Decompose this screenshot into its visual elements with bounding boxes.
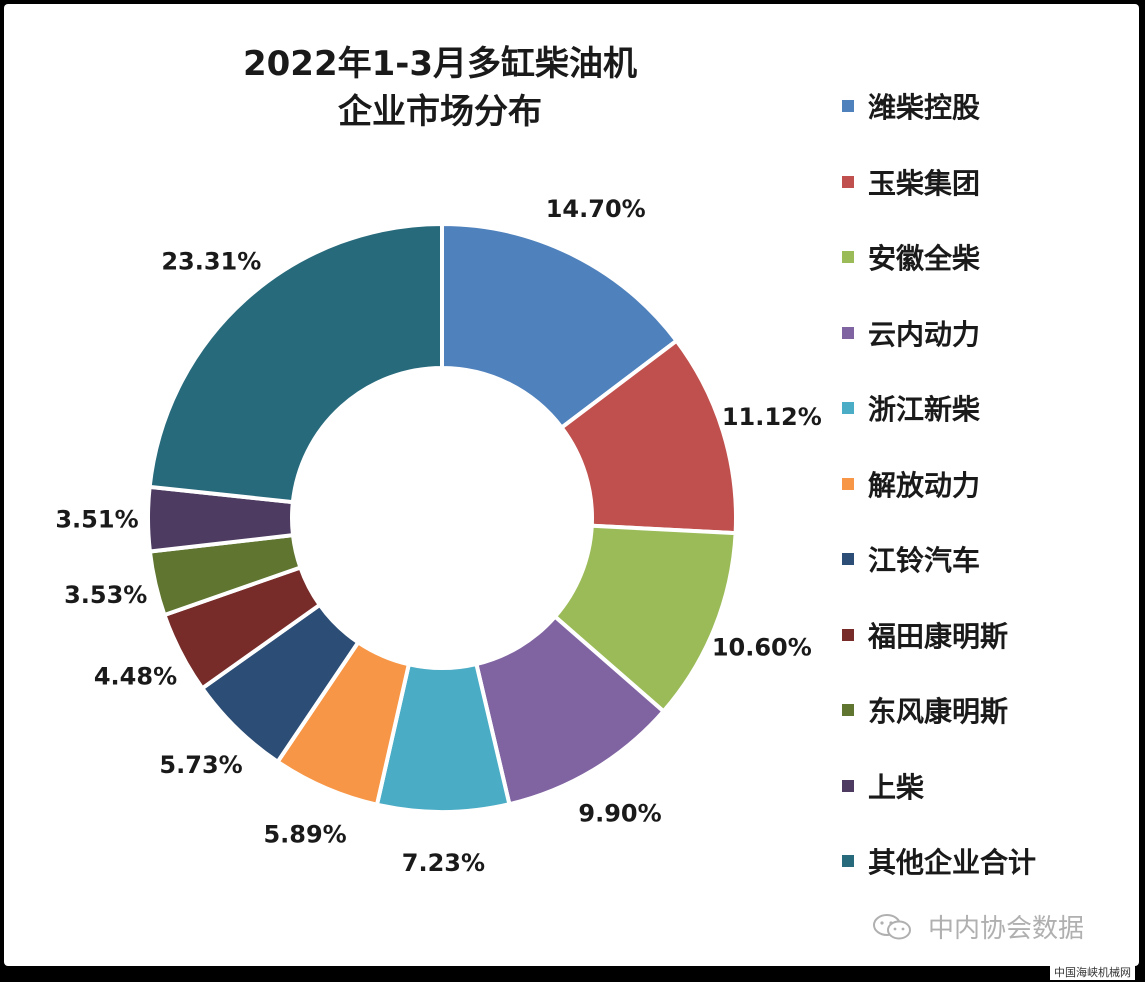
legend-label: 浙江新柴: [868, 393, 981, 426]
data-label-2: 11.12%: [722, 403, 822, 431]
legend-swatch: [842, 704, 854, 716]
data-label-10: 3.51%: [55, 505, 138, 533]
footer-note: 中国海峡机械网: [1050, 964, 1135, 980]
chart-title-line-1: 2022年1-3月多缸柴油机: [242, 44, 638, 84]
legend-swatch: [842, 477, 854, 490]
data-label-9: 3.53%: [64, 581, 147, 609]
watermark: 中内协会数据: [872, 908, 1084, 945]
legend-label: 福田康明斯: [868, 619, 1009, 653]
watermark-text: 中内协会数据: [928, 914, 1085, 944]
legend-swatch: [842, 628, 854, 641]
data-label-4: 9.90%: [578, 800, 661, 828]
legend-item-11: 其他企业合计: [842, 841, 1036, 881]
chart-title: 2022年1-3月多缸柴油机 企业市场分布: [235, 40, 645, 136]
legend-item-5: 浙江新柴: [842, 388, 980, 428]
legend-swatch: [842, 779, 854, 792]
legend-item-7: 江铃汽车: [842, 539, 980, 579]
legend-label: 安徽全柴: [868, 242, 981, 275]
data-label-1: 14.70%: [546, 195, 646, 223]
legend-item-6: 解放动力: [842, 464, 980, 504]
legend-label: 玉柴集团: [868, 166, 981, 200]
legend-swatch: [842, 175, 854, 188]
data-label-8: 4.48%: [94, 662, 177, 690]
legend-item-10: 上柴: [842, 766, 924, 806]
legend-item-2: 玉柴集团: [842, 162, 980, 202]
legend-swatch: [842, 326, 854, 339]
chart-title-line-2: 企业市场分布: [338, 92, 542, 132]
data-label-5: 7.23%: [402, 849, 485, 877]
legend-item-9: 东风康明斯: [842, 690, 1008, 730]
legend-swatch: [842, 855, 854, 867]
legend-label: 上柴: [868, 770, 925, 804]
donut-slice-11: [147, 221, 444, 505]
legend-item-4: 云内动力: [842, 313, 980, 353]
legend-label: 云内动力: [868, 317, 981, 351]
data-label-6: 5.89%: [263, 821, 346, 849]
legend-item-8: 福田康明斯: [842, 615, 1008, 655]
legend-swatch: [842, 402, 854, 414]
legend-item-1: 潍柴控股: [842, 86, 980, 126]
legend-label: 江铃汽车: [868, 544, 981, 577]
legend-label: 其他企业合计: [868, 846, 1037, 879]
data-label-11: 23.31%: [161, 247, 261, 275]
legend-swatch: [842, 251, 854, 263]
legend-label: 潍柴控股: [868, 91, 981, 124]
legend-swatch: [842, 553, 854, 565]
legend-label: 解放动力: [868, 468, 981, 502]
data-label-7: 5.73%: [159, 751, 242, 779]
legend-label: 东风康明斯: [868, 695, 1009, 728]
legend-swatch: [842, 100, 854, 112]
legend-item-3: 安徽全柴: [842, 237, 980, 277]
donut-slice-1: [440, 221, 680, 431]
wechat-icon: [873, 913, 911, 939]
data-label-3: 10.60%: [712, 633, 812, 661]
